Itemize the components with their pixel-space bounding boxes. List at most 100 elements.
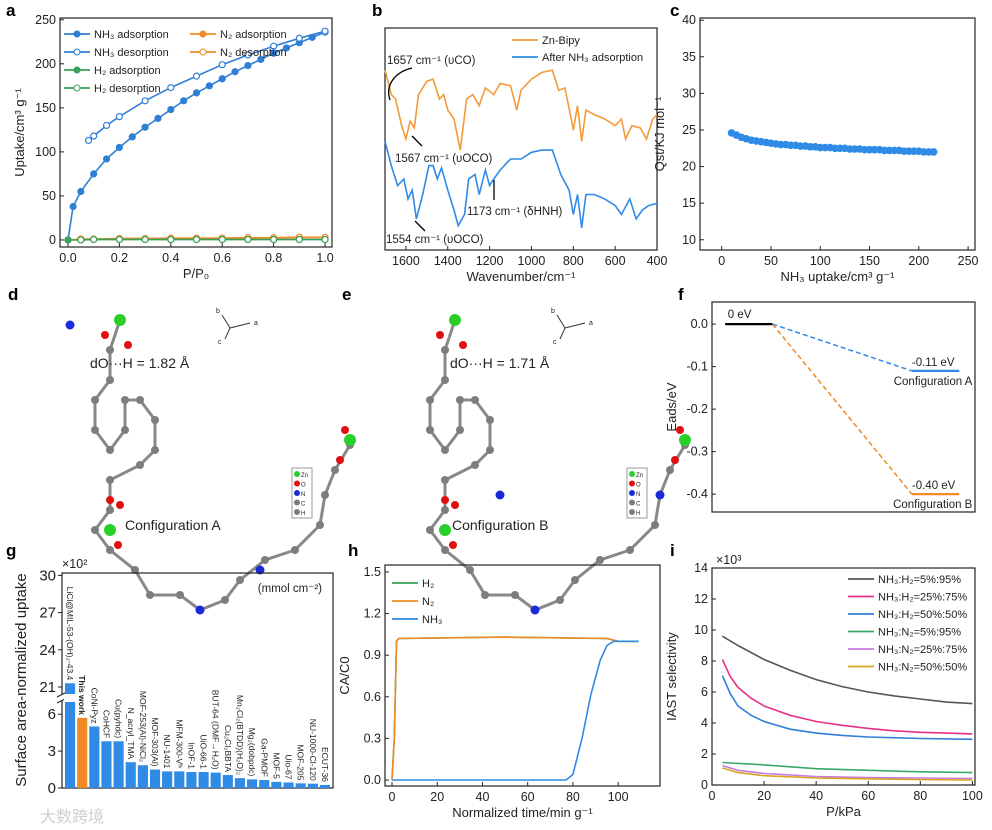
series-line (721, 675, 973, 741)
y-tick-label: 30 (682, 86, 696, 100)
x-tick-label: 50 (764, 254, 778, 268)
y-axis-title: Uptake/cm³ g⁻¹ (12, 88, 27, 177)
data-point (244, 61, 252, 70)
bar (149, 769, 161, 788)
element-legend-label: Zn (301, 473, 308, 479)
data-point (270, 49, 278, 57)
panel-label-e: e (342, 285, 351, 304)
x-tick-label: 40 (809, 789, 823, 803)
unit-label: (mmol cm⁻²) (258, 583, 322, 595)
data-point (244, 235, 252, 244)
x-tick-label: 0.6 (214, 251, 231, 265)
series-line (392, 640, 639, 781)
data-point (218, 75, 226, 83)
data-point (64, 236, 72, 244)
data-point (102, 121, 111, 130)
nitrogen-atom (65, 320, 75, 330)
element-legend-dot (294, 490, 300, 496)
carbon-atom (441, 476, 449, 484)
x-tick-label: 600 (605, 254, 626, 268)
carbon-atom (91, 426, 99, 434)
panel-label-f: f (678, 285, 684, 304)
bond-chain (428, 319, 687, 612)
oxygen-atom (106, 496, 114, 504)
element-legend-label: C (636, 502, 641, 508)
carbon-atom (471, 396, 479, 404)
plot-frame-g (61, 572, 334, 789)
data-point (84, 136, 93, 145)
data-point (257, 55, 265, 63)
panel-label-d: d (8, 285, 18, 304)
x-tick-label: 0.2 (111, 251, 128, 265)
panel-label-c: c (670, 1, 679, 20)
carbon-atom (121, 426, 129, 434)
x-tick-label: 400 (647, 254, 668, 268)
carbon-atom (456, 426, 464, 434)
x-tick-label: 100 (608, 790, 629, 804)
bar (137, 765, 148, 788)
carbon-atom (221, 596, 229, 604)
axis-label-c: c (218, 339, 222, 346)
legend-label: After NH₃ adsorption (542, 52, 643, 64)
x-tick-label: 800 (563, 254, 584, 268)
bar (222, 775, 233, 788)
bar (234, 778, 246, 788)
bar (125, 762, 136, 788)
axis-label-a: a (589, 320, 593, 327)
x-tick-label: 1000 (518, 254, 546, 268)
arrow-icon (411, 135, 423, 147)
oxygen-atom (449, 541, 457, 549)
x-tick-label: 1200 (476, 254, 504, 268)
y-tick-label: 0.6 (364, 690, 381, 704)
watermark: 大数跨境 (40, 807, 104, 826)
plot-frame-a (59, 17, 333, 248)
caption-configuration-b: Configuration B (452, 517, 549, 533)
x-tick-label: 80 (566, 790, 580, 804)
bar-category-label: CoNi-Pyz (89, 688, 99, 724)
series-line (721, 635, 973, 705)
bar-category-label: MFM-300-Vᴵᵛ (174, 719, 184, 768)
x-tick-label: 0.8 (265, 251, 282, 265)
x-tick-label: 250 (958, 254, 979, 268)
carbon-atom (651, 521, 659, 529)
bar (210, 772, 221, 788)
data-point (192, 72, 201, 80)
carbon-atom (91, 396, 99, 404)
y-tick-label: 100 (35, 145, 56, 159)
oxygen-atom (451, 501, 459, 509)
chart-i-iast: 0 20 40 60 80 100 0 2 4 6 8 10 12 14 P/kPa IAST selecti… (664, 553, 983, 819)
axis-c (224, 327, 231, 340)
data-point (167, 235, 175, 244)
bar-category-label: ECUT-36 (320, 747, 330, 782)
panel-label-h: h (348, 541, 358, 560)
axis-b (556, 314, 566, 329)
bar-category-label: MOF-5 (271, 752, 281, 779)
legend-label: N₂ (422, 596, 434, 608)
nitrogen-atom (495, 490, 505, 500)
carbon-atom (626, 546, 634, 554)
carbon-atom (321, 491, 329, 499)
y-tick-label: 2 (701, 747, 708, 761)
y-tick-label: 12 (694, 592, 708, 606)
bar-category-label: UiO-66-1 (199, 735, 209, 770)
x-tick-label: 60 (861, 789, 875, 803)
distance-label-b: dO···H = 1.71 Å (450, 355, 550, 371)
x-tick-label: 0.0 (59, 251, 76, 265)
bar-category-label: Mg₂(dobpdc) (247, 728, 257, 777)
annotation-1657: 1657 cm⁻¹ (υCO) (387, 55, 476, 67)
oxygen-atom (441, 496, 449, 504)
carbon-atom (486, 446, 494, 454)
y-tick-label: -0.3 (686, 445, 708, 459)
data-point (115, 143, 123, 152)
y-tick-label: 1.5 (364, 565, 381, 579)
oxygen-atom (101, 331, 109, 339)
distance-label-a: dO···H = 1.82 Å (90, 355, 190, 371)
element-legend-dot (294, 509, 300, 515)
x-tick-label: 150 (859, 254, 880, 268)
data-point (321, 27, 329, 35)
y-tick-label: 10 (682, 233, 696, 247)
oxygen-atom (116, 501, 124, 509)
y-tick-label: 35 (682, 50, 696, 64)
legend-label: H₂ (422, 578, 434, 590)
